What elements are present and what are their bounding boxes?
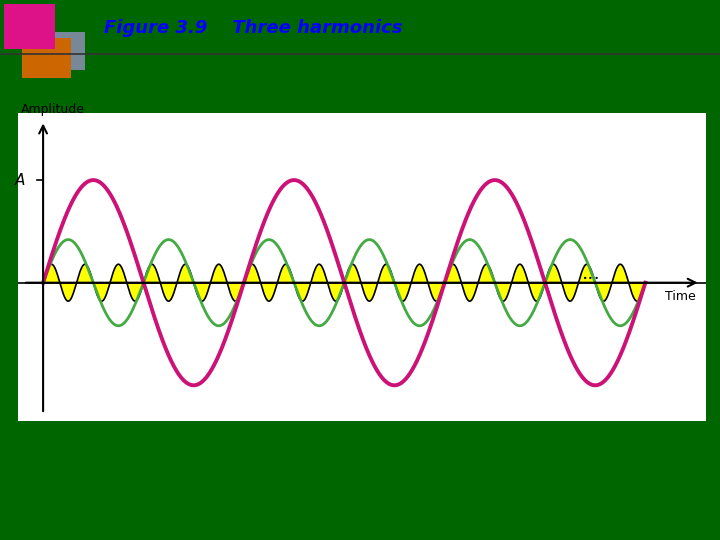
Text: Amplitude: Amplitude	[21, 104, 85, 117]
Text: Figure 3.9    Three harmonics: Figure 3.9 Three harmonics	[104, 19, 403, 37]
Text: Time: Time	[665, 290, 696, 303]
Text: A: A	[14, 173, 25, 187]
Text: ...: ...	[581, 266, 600, 284]
